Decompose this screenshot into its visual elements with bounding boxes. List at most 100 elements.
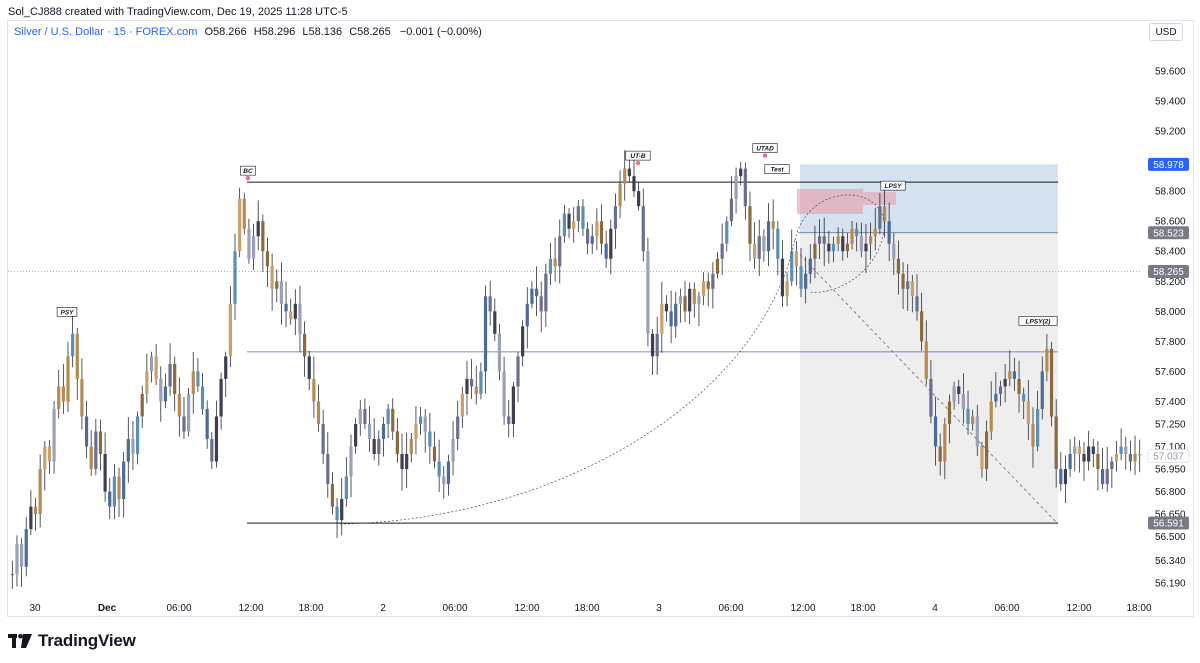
candle [154, 343, 158, 386]
candle [24, 517, 28, 577]
candle-body [131, 438, 135, 455]
annotation-text: BC [243, 168, 253, 175]
candle [878, 192, 882, 235]
candle-body [386, 408, 390, 424]
candle [1100, 447, 1105, 490]
candle-body [817, 236, 822, 244]
candle-body [163, 386, 168, 402]
candle [275, 269, 279, 303]
candle-body [525, 303, 529, 327]
candle [1026, 380, 1030, 440]
candle-body [302, 333, 307, 357]
candle-body [785, 281, 789, 297]
tradingview-logo[interactable]: TradingView [8, 631, 136, 651]
candle-body [414, 423, 418, 439]
candle-body [562, 213, 567, 237]
candle [497, 323, 502, 381]
candle-body [855, 228, 859, 237]
price-tick-label: 58.200 [1155, 277, 1186, 288]
candle [562, 204, 567, 243]
candle [1133, 435, 1137, 475]
candle-body [521, 326, 525, 357]
candle [182, 396, 186, 440]
candle [159, 366, 163, 422]
candle [349, 434, 353, 498]
price-badge: 57.037 [1147, 449, 1190, 463]
candle-body [623, 168, 627, 184]
candle [650, 329, 655, 376]
candle-body [29, 506, 33, 530]
time-tick-label: 12:00 [514, 603, 539, 614]
candle [330, 472, 335, 515]
candle-body [688, 288, 692, 312]
candle [544, 263, 548, 327]
candle [372, 418, 376, 461]
candle-body [1054, 416, 1058, 470]
candle-body [214, 416, 219, 462]
time-tick-label: 12:00 [790, 603, 815, 614]
candle-body [159, 378, 163, 402]
candle-body [437, 461, 441, 477]
candle [442, 465, 446, 499]
candle [381, 417, 386, 457]
candle [980, 441, 984, 478]
candle [952, 381, 956, 410]
chart-pane[interactable] [7, 20, 1194, 617]
symbol-name[interactable]: Silver / U.S. Dollar · 15 · FOREX.com [14, 26, 198, 38]
candle [493, 298, 497, 342]
candle-body [943, 423, 947, 462]
candle-body [470, 378, 474, 387]
candle [831, 236, 836, 263]
candle-body [971, 416, 975, 424]
candle [270, 253, 274, 311]
candle-body [558, 236, 562, 267]
candle [312, 356, 316, 418]
candle [613, 193, 618, 249]
candle [367, 406, 372, 452]
time-tick-label: 4 [932, 603, 938, 614]
price-badge: 58.265 [1148, 265, 1189, 279]
annotation-box [1018, 316, 1058, 326]
candle-body [293, 303, 297, 319]
candle-body [1017, 378, 1021, 394]
candle [998, 380, 1003, 406]
candle-body [701, 281, 706, 297]
candle-body [585, 228, 590, 244]
candle-body [298, 303, 302, 334]
price-badges: 58.978 58.523 58.265 56.591 57.037 [1147, 157, 1190, 530]
candle [1091, 438, 1095, 468]
candle [692, 282, 696, 318]
candle [739, 161, 743, 186]
candle-body [1073, 446, 1077, 455]
drawings [339, 194, 1059, 525]
candle-body [994, 393, 998, 402]
candle [892, 232, 896, 276]
candle [279, 262, 284, 325]
candle-body [400, 454, 404, 470]
candle-body [354, 423, 358, 447]
annotation-dot [635, 160, 641, 166]
candle-body [739, 168, 743, 177]
candle [238, 187, 242, 258]
candle-body [762, 236, 766, 252]
candle [224, 351, 228, 398]
candle-body [711, 273, 715, 289]
candle [1077, 440, 1081, 473]
candle-body [446, 461, 451, 485]
time-tick-label: 18:00 [850, 603, 875, 614]
candle [1138, 439, 1142, 473]
candle [293, 289, 297, 336]
symbol-legend[interactable]: Silver / U.S. Dollar · 15 · FOREX.com O5… [14, 26, 482, 38]
currency-button[interactable]: USD [1149, 23, 1183, 41]
price-axis: 59.600 59.400 59.200 58.800 58.600 58.400 58.2… [1155, 67, 1186, 590]
candle-body [892, 243, 896, 259]
annotation-label: LPSY [880, 180, 906, 191]
annotation-box [764, 164, 790, 174]
price-tick-label: 56.950 [1155, 465, 1186, 476]
candle [52, 401, 56, 474]
price-badge-text: 58.523 [1153, 228, 1184, 239]
candle-body [122, 461, 126, 500]
time-tick-label: 30 [29, 603, 41, 614]
low-value: L58.136 [302, 26, 343, 38]
